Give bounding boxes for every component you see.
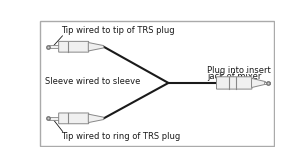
FancyBboxPatch shape (217, 77, 252, 89)
Polygon shape (88, 114, 104, 123)
Polygon shape (252, 78, 265, 88)
Text: Sleeve wired to sleeve: Sleeve wired to sleeve (45, 77, 140, 86)
Text: Plug into insert: Plug into insert (207, 66, 271, 75)
Text: jack of mixer: jack of mixer (207, 72, 261, 81)
Bar (49, 45, 60, 48)
FancyBboxPatch shape (59, 113, 89, 124)
Bar (49, 117, 60, 120)
Bar (264, 82, 270, 84)
Polygon shape (88, 43, 104, 51)
FancyBboxPatch shape (59, 41, 89, 52)
Text: Tip wired to ring of TRS plug: Tip wired to ring of TRS plug (61, 132, 180, 141)
Text: Tip wired to tip of TRS plug: Tip wired to tip of TRS plug (61, 26, 174, 35)
